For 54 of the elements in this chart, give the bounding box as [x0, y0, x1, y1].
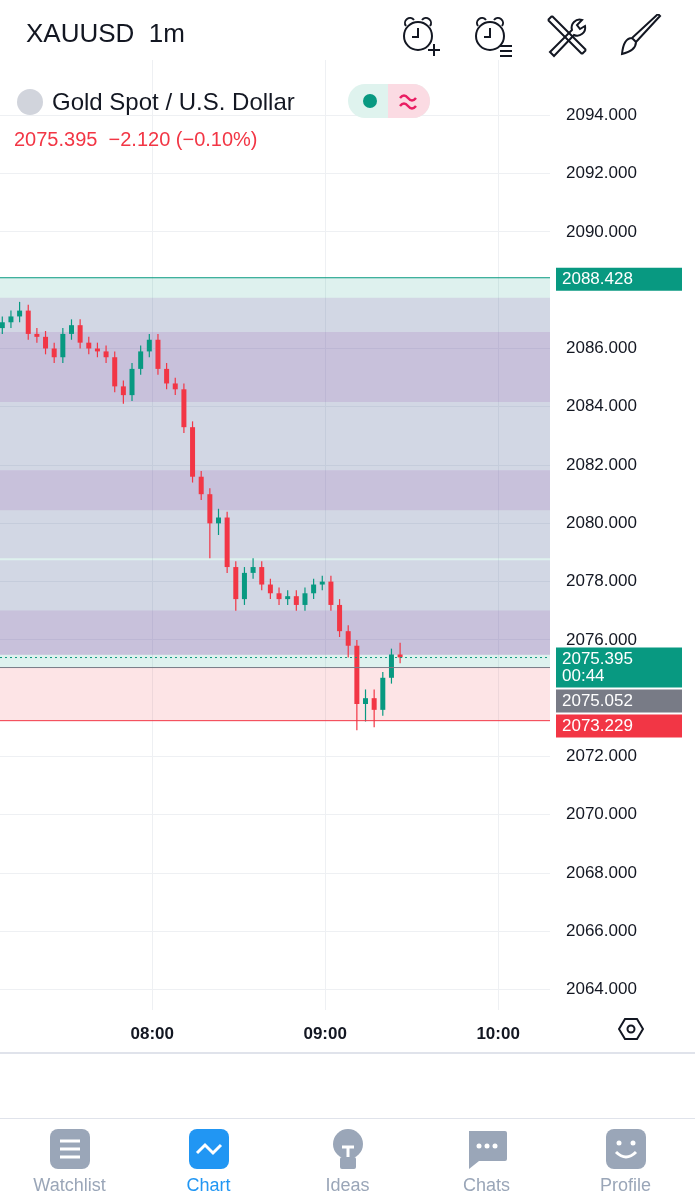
text: Gold Spot / U.S. Dollar — [52, 88, 295, 116]
candlestick — [311, 578, 317, 600]
candlestick — [8, 310, 14, 329]
ref-line-label: 2088.428 — [562, 268, 633, 288]
y-tick-label: 2078.000 — [566, 571, 637, 591]
y-tick-label: 2082.000 — [566, 454, 637, 474]
candlestick — [397, 642, 403, 664]
text: Watchlist — [33, 1175, 106, 1196]
candlestick — [164, 362, 170, 390]
candlestick — [250, 557, 256, 580]
candlestick — [120, 379, 126, 405]
candlestick — [328, 575, 334, 612]
text: Chart — [186, 1175, 231, 1196]
candlestick — [146, 333, 152, 358]
candlestick — [267, 578, 273, 600]
x-tick-label: 08:00 — [130, 1023, 174, 1043]
annotation: 2075.395 −2.120 (−0.10%) — [14, 128, 258, 151]
candlestick — [138, 344, 144, 376]
y-tick-label: 2090.000 — [566, 221, 637, 241]
candlestick — [198, 470, 204, 501]
y-tick-label: 2072.000 — [566, 746, 637, 766]
ref-line-label: 2075.052 — [562, 690, 633, 710]
candlestick — [293, 589, 299, 612]
text: Chats — [462, 1175, 511, 1196]
y-tick-label: 2080.000 — [566, 513, 637, 533]
y-tick-label: 2076.000 — [566, 629, 637, 649]
y-tick-label: 2092.000 — [566, 163, 637, 183]
y-tick-label: 2084.000 — [566, 396, 637, 416]
y-tick-label: 2094.000 — [566, 105, 637, 125]
ref-line-label: 2073.229 — [562, 715, 633, 735]
y-tick-label: 2086.000 — [566, 338, 637, 358]
candlestick — [77, 318, 83, 350]
y-tick-label: 2066.000 — [566, 921, 637, 941]
chart-title: XAUUSD 1m — [26, 18, 185, 49]
candlestick — [34, 327, 40, 344]
candlestick — [259, 560, 265, 591]
ref-line-label: 2075.395 00:44 — [562, 648, 633, 685]
candlestick — [103, 344, 109, 364]
candlestick — [68, 318, 74, 341]
candlestick — [276, 586, 282, 606]
y-tick-label: 2064.000 — [566, 979, 637, 999]
candlestick — [43, 330, 49, 355]
x-tick-label: 09:00 — [303, 1023, 347, 1043]
candlestick — [51, 342, 57, 364]
text: Profile — [599, 1175, 652, 1196]
x-tick-label: 10:00 — [476, 1023, 520, 1043]
y-tick-label: 2070.000 — [566, 804, 637, 824]
y-tick-label: 2068.000 — [566, 862, 637, 882]
text: Ideas — [325, 1175, 370, 1196]
candlestick — [60, 327, 66, 364]
candlestick — [25, 304, 31, 341]
candlestick — [363, 688, 369, 723]
candlestick — [302, 586, 308, 612]
candlestick — [345, 624, 351, 658]
